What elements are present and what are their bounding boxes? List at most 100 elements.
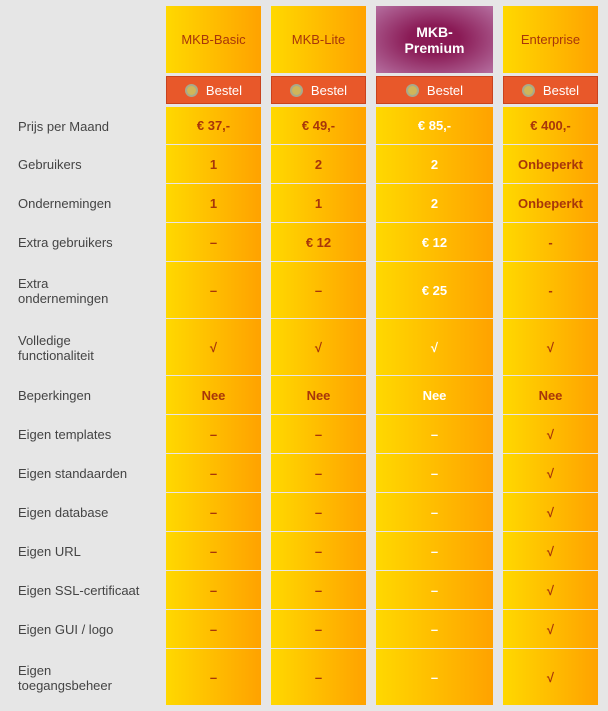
text: Nee: [201, 387, 226, 403]
text: € 49,-: [301, 118, 336, 133]
text: MKB- Premium: [404, 23, 465, 56]
plan-name: Enterprise: [503, 6, 598, 73]
text: -: [548, 234, 553, 250]
text: Volledige functionaliteit: [18, 332, 94, 363]
text: Eigen SSL-certificaat: [18, 583, 140, 598]
text: Nee: [538, 387, 563, 403]
text: –: [209, 234, 218, 250]
text: –: [430, 669, 439, 685]
text: Bestel: [542, 82, 580, 98]
text: Enterprise: [520, 32, 581, 47]
value-cell: –: [166, 610, 261, 648]
text: –: [430, 621, 439, 637]
value-cell: Nee: [376, 376, 493, 414]
order-button[interactable]: Bestel: [166, 76, 261, 104]
value-cell: € 12: [271, 223, 366, 261]
value-cell: –: [376, 532, 493, 570]
value-cell: √: [503, 454, 598, 492]
text: Bestel: [426, 82, 464, 98]
text: –: [209, 465, 218, 481]
row-label: Eigen standaarden: [0, 454, 160, 493]
text: € 12: [421, 234, 448, 250]
row-label: Beperkingen: [0, 376, 160, 415]
plan-name: MKB-Lite: [271, 6, 366, 73]
value-cell: Nee: [271, 376, 366, 414]
text: 1: [209, 195, 218, 211]
row-label: Gebruikers: [0, 145, 160, 184]
value-cell: √: [503, 415, 598, 453]
text: € 37,-: [196, 118, 231, 133]
text: Eigen standaarden: [18, 466, 128, 481]
text: Nee: [306, 387, 331, 403]
row-label: Eigen templates: [0, 415, 160, 454]
value-cell: –: [271, 454, 366, 492]
value-cell: –: [271, 532, 366, 570]
text: √: [546, 582, 555, 598]
text: √: [546, 621, 555, 637]
text: –: [314, 282, 323, 298]
value-cell: 2: [376, 184, 493, 222]
text: –: [314, 426, 323, 442]
text: –: [314, 669, 323, 685]
value-cell: –: [271, 610, 366, 648]
value-cell: 2: [271, 145, 366, 183]
plan-name: MKB-Basic: [166, 6, 261, 73]
text: –: [314, 504, 323, 520]
icon: [289, 83, 303, 97]
text: MKB-Lite: [291, 32, 346, 47]
row-label: Eigen database: [0, 493, 160, 532]
value-cell: √: [503, 571, 598, 609]
text: –: [430, 504, 439, 520]
value-cell: –: [271, 649, 366, 705]
row-label: Eigen SSL-certificaat: [0, 571, 160, 610]
value-cell: -: [503, 223, 598, 261]
value-cell: √: [376, 319, 493, 375]
row-label: Eigen toegangsbeheer: [0, 649, 160, 706]
value-cell: –: [271, 262, 366, 318]
text: √: [546, 426, 555, 442]
value-cell: –: [376, 493, 493, 531]
plan-name: MKB- Premium: [376, 6, 493, 73]
text: € 85,-: [417, 118, 452, 133]
value-cell: –: [166, 262, 261, 318]
text: –: [314, 465, 323, 481]
value-cell: √: [166, 319, 261, 375]
text: € 12: [305, 234, 332, 250]
row-label: Ondernemingen: [0, 184, 160, 223]
order-button[interactable]: Bestel: [271, 76, 366, 104]
text: Bestel: [205, 82, 243, 98]
value-cell: 1: [166, 184, 261, 222]
text: –: [209, 621, 218, 637]
order-button[interactable]: Bestel: [376, 76, 493, 104]
icon: [405, 83, 419, 97]
text: Eigen URL: [18, 544, 81, 559]
text: –: [209, 504, 218, 520]
value-cell: –: [376, 610, 493, 648]
order-button[interactable]: Bestel: [503, 76, 598, 104]
row-label: Extra gebruikers: [0, 223, 160, 262]
value-cell: Nee: [503, 376, 598, 414]
value-cell: –: [166, 493, 261, 531]
text: –: [209, 669, 218, 685]
value-cell: 2: [376, 145, 493, 183]
text: 2: [430, 156, 439, 172]
text: € 25: [421, 282, 448, 298]
value-cell: √: [271, 319, 366, 375]
value-cell: –: [376, 571, 493, 609]
value-cell: –: [166, 223, 261, 261]
value-cell: –: [271, 571, 366, 609]
value-cell: € 37,-: [166, 107, 261, 144]
value-cell: √: [503, 493, 598, 531]
row-label: Extra ondernemingen: [0, 262, 160, 319]
value-cell: √: [503, 532, 598, 570]
text: –: [430, 543, 439, 559]
text: Nee: [422, 387, 447, 403]
text: -: [548, 282, 553, 298]
text: √: [546, 543, 555, 559]
text: –: [209, 426, 218, 442]
text: –: [430, 582, 439, 598]
text: –: [209, 282, 218, 298]
value-cell: € 85,-: [376, 107, 493, 144]
value-cell: –: [376, 649, 493, 705]
